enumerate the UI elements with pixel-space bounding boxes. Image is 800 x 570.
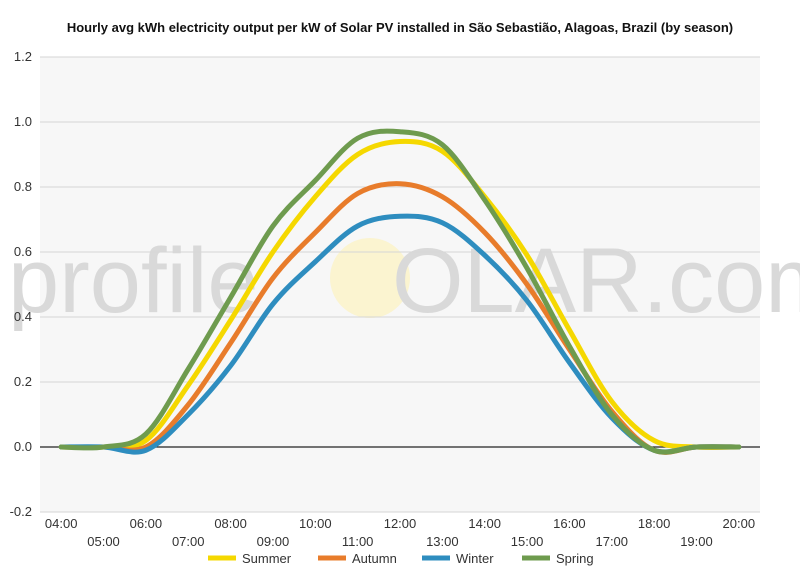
- x-tick-label: 20:00: [723, 516, 756, 531]
- series-line-summer: [58, 138, 742, 450]
- x-tick-label: 07:00: [172, 534, 205, 549]
- x-tick-label: 14:00: [468, 516, 501, 531]
- y-axis-ticks: -0.2 0.0 0.2 0.4 0.6 0.8 1.0 1.2: [10, 49, 32, 519]
- legend-label-summer: Summer: [242, 551, 292, 566]
- watermark: profile S OLAR.com: [8, 230, 800, 332]
- y-tick-label: 0.6: [14, 244, 32, 259]
- x-tick-label: 10:00: [299, 516, 332, 531]
- y-tick-label: -0.2: [10, 504, 32, 519]
- x-tick-label: 13:00: [426, 534, 459, 549]
- x-axis-ticks: 04:00 05:00 06:00 07:00 08:00 09:00 10:00 11:00…: [45, 516, 755, 549]
- x-tick-label: 11:00: [342, 534, 374, 549]
- x-tick-label: 17:00: [595, 534, 628, 549]
- x-tick-label: 16:00: [553, 516, 586, 531]
- x-tick-label: 05:00: [87, 534, 120, 549]
- legend-label-spring: Spring: [556, 551, 594, 566]
- y-tick-label: 1.0: [14, 114, 32, 129]
- y-tick-label: 1.2: [14, 49, 32, 64]
- series-lines: [58, 128, 742, 455]
- x-tick-label: 15:00: [511, 534, 544, 549]
- x-tick-label: 06:00: [130, 516, 163, 531]
- y-tick-label: 0.0: [14, 439, 32, 454]
- y-tick-label: 0.2: [14, 374, 32, 389]
- legend: Summer Autumn Winter Spring: [208, 551, 594, 566]
- y-tick-label: 0.4: [14, 309, 32, 324]
- x-tick-label: 18:00: [638, 516, 671, 531]
- x-tick-label: 12:00: [384, 516, 417, 531]
- series-line-spring: [58, 128, 742, 455]
- watermark-text-prefix: profile: [8, 230, 259, 332]
- x-tick-label: 19:00: [680, 534, 713, 549]
- watermark-text-suffix: OLAR.com: [392, 230, 800, 332]
- legend-label-winter: Winter: [456, 551, 494, 566]
- chart-title: Hourly avg kWh electricity output per kW…: [67, 20, 733, 35]
- y-tick-label: 0.8: [14, 179, 32, 194]
- x-tick-label: 04:00: [45, 516, 78, 531]
- gridlines: [40, 56, 760, 513]
- watermark-sun-icon: [330, 238, 410, 318]
- x-tick-label: 08:00: [214, 516, 247, 531]
- x-tick-label: 09:00: [257, 534, 290, 549]
- legend-label-autumn: Autumn: [352, 551, 397, 566]
